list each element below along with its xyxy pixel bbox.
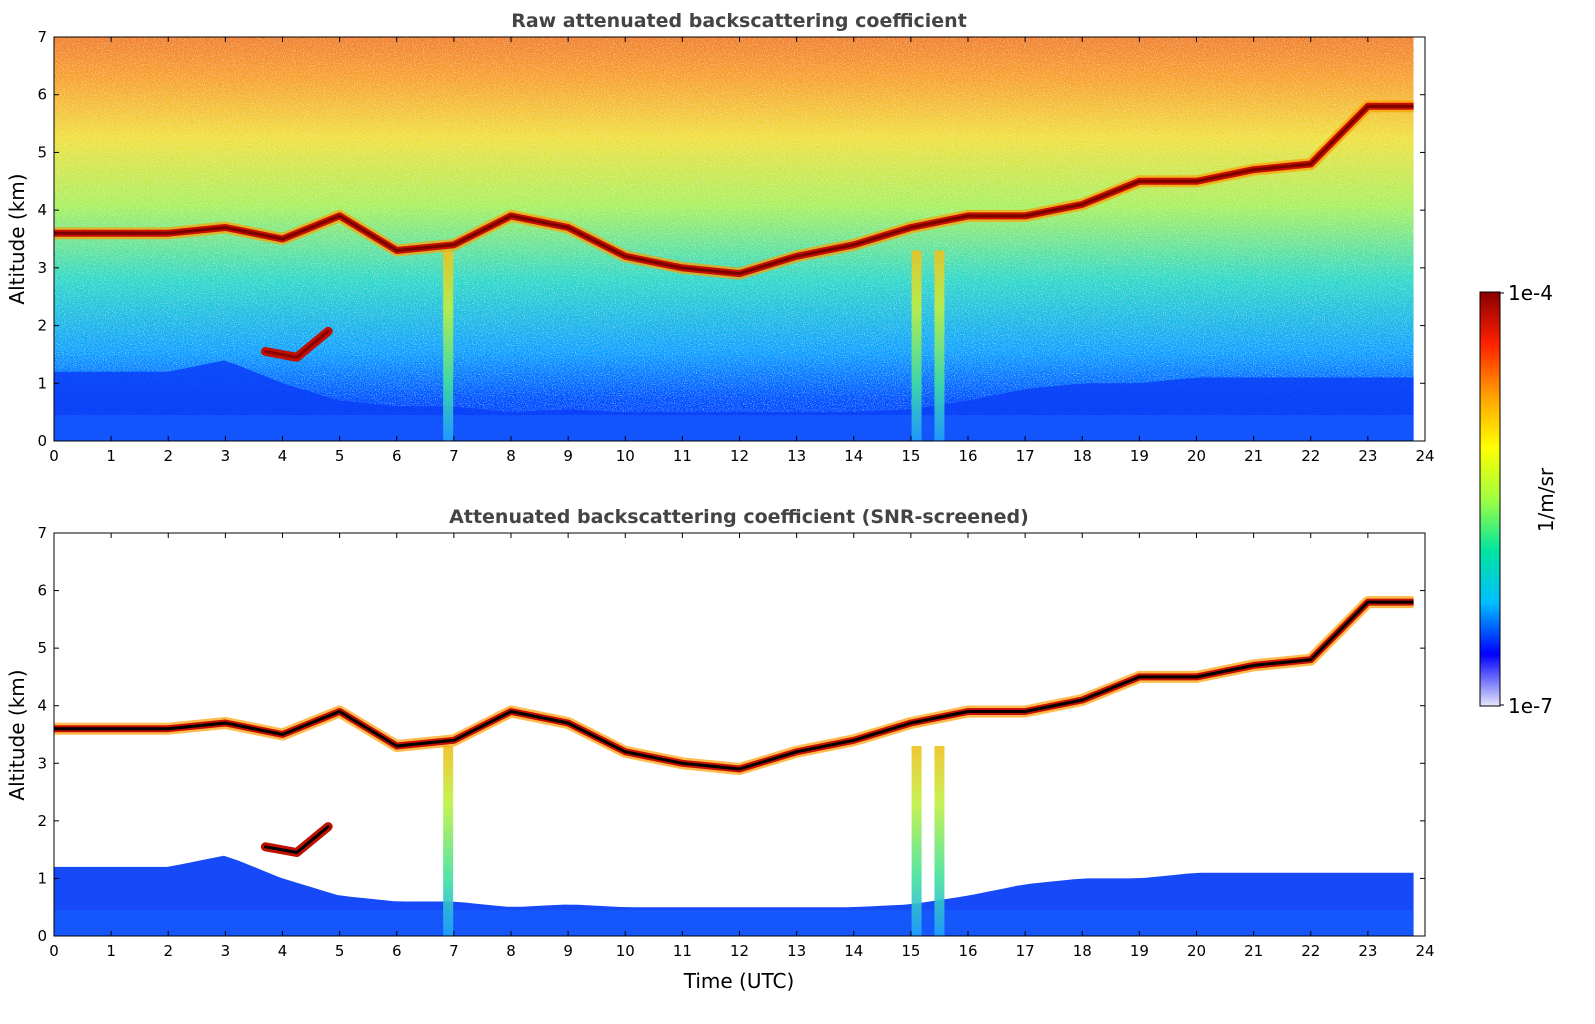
- x-tick-label: 18: [1073, 942, 1092, 960]
- x-tick-label: 10: [616, 447, 635, 465]
- plot-area: [54, 596, 1414, 936]
- x-tick-label: 14: [844, 942, 863, 960]
- x-tick-label: 10: [616, 942, 635, 960]
- axes: 0 1 2 3 4 5 6 7 8 9 10 11 12 13 14 15 16 17 18 19 20 21 22 23 24…: [37, 28, 1434, 465]
- aerosol-layer-core: [263, 329, 330, 359]
- x-tick-label: 22: [1301, 447, 1320, 465]
- x-tick-label: 16: [958, 942, 977, 960]
- y-tick-label: 3: [37, 754, 47, 772]
- x-tick-label: 16: [958, 447, 977, 465]
- x-tick-label: 20: [1187, 447, 1206, 465]
- x-tick-label: 5: [335, 447, 345, 465]
- x-tick-label: 2: [163, 447, 173, 465]
- x-tick-label: 22: [1301, 942, 1320, 960]
- precipitation-column: [934, 250, 945, 441]
- x-tick-label: 11: [673, 447, 692, 465]
- x-tick-label: 12: [730, 942, 749, 960]
- y-tick-label: 1: [37, 869, 47, 887]
- x-tick-label: 23: [1358, 942, 1377, 960]
- x-tick-label: 12: [730, 447, 749, 465]
- x-tick-label: 19: [1130, 942, 1149, 960]
- x-tick-label: 5: [335, 942, 345, 960]
- x-tick-label: 21: [1244, 447, 1263, 465]
- y-tick-label: 0: [37, 432, 47, 450]
- y-axis-label: Altitude (km): [5, 669, 29, 800]
- y-tick-label: 0: [37, 927, 47, 945]
- colorbar: 1e-4 1e-7 1/m/sr: [1479, 281, 1558, 718]
- colorbar-unit-label: 1/m/sr: [1534, 467, 1558, 532]
- surface-layer: [54, 415, 1414, 441]
- x-tick-label: 15: [901, 942, 920, 960]
- colorbar-max-label: 1e-4: [1508, 281, 1553, 305]
- precipitation-column: [443, 250, 454, 441]
- x-tick-label: 11: [673, 942, 692, 960]
- cloud-layer-core: [54, 600, 1414, 771]
- raw-backscatter-panel: Raw attenuated backscattering coefficien…: [5, 10, 1435, 465]
- colorbar-min-label: 1e-7: [1508, 694, 1553, 718]
- x-tick-label: 17: [1016, 942, 1035, 960]
- x-tick-label: 1: [106, 447, 116, 465]
- aerosol-layer-core: [263, 825, 330, 855]
- x-tick-label: 9: [563, 447, 573, 465]
- x-tick-label: 9: [563, 942, 573, 960]
- y-tick-label: 1: [37, 374, 47, 392]
- y-tick-label: 7: [37, 524, 47, 542]
- panel-title: Attenuated backscattering coefficient (S…: [449, 506, 1029, 528]
- x-tick-label: 24: [1415, 942, 1434, 960]
- x-tick-label: 21: [1244, 942, 1263, 960]
- snr-screened-panel: Attenuated backscattering coefficient (S…: [5, 506, 1435, 993]
- x-tick-label: 3: [221, 447, 231, 465]
- axes: 0 1 2 3 4 5 6 7 8 9 10 11 12 13 14 15 16 17 18 19 20 21 22 23 24…: [37, 524, 1434, 960]
- x-tick-label: 15: [901, 447, 920, 465]
- y-tick-label: 3: [37, 259, 47, 277]
- x-tick-label: 20: [1187, 942, 1206, 960]
- x-tick-label: 0: [49, 447, 59, 465]
- x-tick-label: 18: [1073, 447, 1092, 465]
- precipitation-column: [934, 746, 945, 936]
- x-tick-label: 23: [1358, 447, 1377, 465]
- y-tick-label: 2: [37, 812, 47, 830]
- x-tick-label: 8: [506, 942, 516, 960]
- x-tick-label: 7: [449, 447, 459, 465]
- x-tick-label: 8: [506, 447, 516, 465]
- plot-area: [54, 37, 1414, 441]
- x-tick-label: 2: [163, 942, 173, 960]
- y-tick-label: 4: [37, 697, 47, 715]
- x-tick-label: 1: [106, 942, 116, 960]
- x-tick-label: 4: [278, 447, 288, 465]
- x-tick-label: 13: [787, 942, 806, 960]
- x-tick-label: 0: [49, 942, 59, 960]
- y-tick-label: 2: [37, 317, 47, 335]
- y-tick-label: 4: [37, 201, 47, 219]
- x-tick-label: 13: [787, 447, 806, 465]
- colorbar-gradient: [1479, 291, 1501, 707]
- x-tick-label: 14: [844, 447, 863, 465]
- y-tick-label: 6: [37, 86, 47, 104]
- surface-layer: [54, 910, 1414, 936]
- x-tick-label: 19: [1130, 447, 1149, 465]
- y-axis-label: Altitude (km): [5, 173, 29, 304]
- cloud-layer: [54, 598, 1414, 773]
- y-tick-label: 5: [37, 143, 47, 161]
- precipitation-column: [911, 746, 922, 936]
- x-tick-label: 4: [278, 942, 288, 960]
- x-tick-label: 6: [392, 447, 402, 465]
- x-tick-label: 24: [1415, 447, 1434, 465]
- x-tick-label: 3: [221, 942, 231, 960]
- cloud-layer-core: [54, 104, 1414, 276]
- x-axis-label: Time (UTC): [683, 969, 795, 993]
- panel-title: Raw attenuated backscattering coefficien…: [511, 10, 967, 32]
- x-tick-label: 7: [449, 942, 459, 960]
- cloud-layer-halo: [54, 596, 1414, 775]
- y-tick-label: 6: [37, 582, 47, 600]
- x-tick-label: 6: [392, 942, 402, 960]
- y-tick-label: 7: [37, 28, 47, 46]
- x-tick-label: 17: [1016, 447, 1035, 465]
- precipitation-column: [443, 746, 454, 936]
- y-tick-label: 5: [37, 639, 47, 657]
- precipitation-column: [911, 250, 922, 441]
